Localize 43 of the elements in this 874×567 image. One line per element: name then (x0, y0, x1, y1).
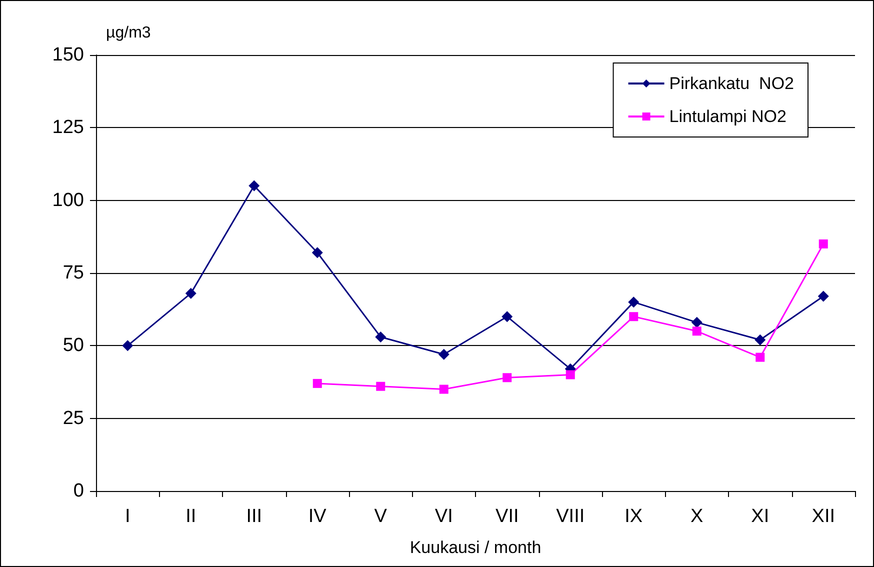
x-tick-label: II (186, 506, 196, 527)
point (502, 373, 512, 382)
x-tick-label: VIII (556, 506, 585, 527)
y-tick-label: 0 (73, 480, 84, 502)
x-tick-label: V (374, 506, 388, 527)
y-tick-label: 125 (52, 117, 84, 138)
point (502, 311, 513, 322)
y-tick-label: 150 (52, 44, 84, 66)
x-tick-label: XI (751, 506, 770, 527)
point (628, 296, 640, 308)
point (122, 340, 134, 352)
point (312, 247, 323, 258)
x-tick-label: IX (624, 506, 643, 527)
x-tick-label: XII (812, 506, 835, 527)
legend-label: Pirkankatu NO2 (669, 74, 794, 93)
y-axis-title: µg/m3 (106, 24, 151, 42)
x-tick-label: IV (308, 506, 327, 527)
point (185, 288, 196, 299)
point (312, 378, 322, 388)
point (629, 312, 638, 322)
point (375, 331, 386, 342)
point (376, 382, 386, 391)
y-tick-label: 25 (62, 408, 84, 429)
x-tick-label: III (246, 506, 262, 527)
point (248, 180, 260, 192)
point (692, 326, 702, 336)
x-tick-label: X (690, 506, 704, 527)
point (818, 290, 829, 302)
legend-label: Lintulampi NO2 (669, 107, 786, 126)
point (691, 316, 702, 328)
y-tick-label: 75 (62, 262, 84, 284)
x-tick-label: VII (496, 506, 519, 527)
y-tick-label: 50 (62, 335, 84, 356)
y-tick-label: 100 (52, 190, 84, 211)
point (439, 384, 448, 394)
x-tick-label: I (124, 506, 130, 527)
x-tick-label: VI (434, 506, 453, 527)
point (566, 370, 575, 380)
point (818, 239, 828, 248)
x-axis-title: Kuukausi / month (410, 538, 542, 557)
point (754, 334, 766, 346)
point (756, 352, 765, 362)
point (438, 348, 450, 360)
